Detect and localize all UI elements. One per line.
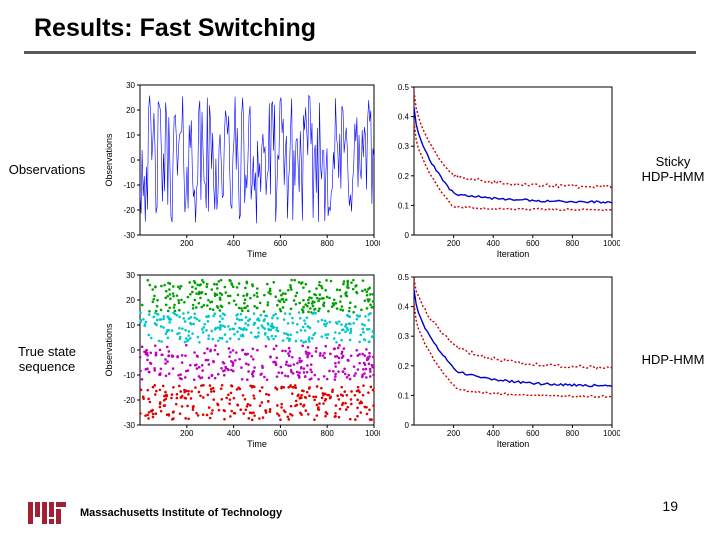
label-sticky: StickyHDP-HMM <box>620 154 720 184</box>
svg-text:800: 800 <box>566 429 580 438</box>
footer-institution: Massachusetts Institute of Technology <box>80 507 282 519</box>
svg-text:1000: 1000 <box>365 429 380 438</box>
chart-sticky-hdp-hmm: 200 400 600 800 1000 0 0.1 0.2 0.3 0.4 0.5 Iteratio… <box>380 79 620 259</box>
svg-text:400: 400 <box>227 239 241 248</box>
svg-text:20: 20 <box>126 296 135 305</box>
svg-text:-30: -30 <box>123 421 135 430</box>
svg-text:Iteration: Iteration <box>497 249 530 259</box>
svg-text:0.4: 0.4 <box>398 303 410 312</box>
svg-text:0.1: 0.1 <box>398 391 410 400</box>
svg-text:1000: 1000 <box>603 429 620 438</box>
chart-hdp-hmm: 200 400 600 800 1000 0 0.1 0.2 0.3 0.4 0.5 Iteratio… <box>380 269 620 449</box>
svg-text:200: 200 <box>180 239 194 248</box>
svg-text:-30: -30 <box>123 231 135 240</box>
page-number: 19 <box>662 498 678 514</box>
svg-text:Observations: Observations <box>104 323 114 377</box>
svg-text:600: 600 <box>274 429 288 438</box>
svg-text:0.1: 0.1 <box>398 201 410 210</box>
svg-text:0.2: 0.2 <box>398 172 410 181</box>
svg-text:-10: -10 <box>123 181 135 190</box>
svg-text:30: 30 <box>126 81 135 90</box>
slide-title: Results: Fast Switching <box>34 14 720 43</box>
chart-true-state: 200 400 600 800 1000 -30 -20 -10 0 10 20 30 Time Obse… <box>100 269 380 449</box>
svg-text:30: 30 <box>126 271 135 280</box>
svg-text:Iteration: Iteration <box>497 439 530 449</box>
svg-text:0: 0 <box>131 346 136 355</box>
svg-text:600: 600 <box>526 239 540 248</box>
svg-text:-10: -10 <box>123 371 135 380</box>
svg-text:0: 0 <box>405 421 410 430</box>
chart-grid: Observations 2004006008001000-30-20-1001… <box>0 74 720 454</box>
svg-text:400: 400 <box>487 239 501 248</box>
svg-text:10: 10 <box>126 131 135 140</box>
label-true-state: True statesequence <box>0 344 100 374</box>
svg-text:800: 800 <box>566 239 580 248</box>
svg-text:0: 0 <box>131 156 136 165</box>
svg-text:Time: Time <box>247 249 267 259</box>
svg-text:200: 200 <box>180 429 194 438</box>
label-hdp: HDP-HMM <box>620 352 720 367</box>
svg-text:0.3: 0.3 <box>398 332 410 341</box>
svg-text:0.5: 0.5 <box>398 273 410 282</box>
chart-observations: 200 400 600 800 1000 -30 -20 -10 0 10 20 30 Time Obse… <box>100 79 380 259</box>
svg-text:Time: Time <box>247 439 267 449</box>
svg-text:0.4: 0.4 <box>398 113 410 122</box>
svg-text:800: 800 <box>321 429 335 438</box>
svg-text:Observations: Observations <box>104 133 114 187</box>
mit-logo-icon <box>28 502 70 524</box>
svg-text:0.3: 0.3 <box>398 142 410 151</box>
svg-text:1000: 1000 <box>603 239 620 248</box>
svg-text:0.5: 0.5 <box>398 83 410 92</box>
svg-text:400: 400 <box>487 429 501 438</box>
label-observations: Observations <box>0 162 100 177</box>
svg-text:0.2: 0.2 <box>398 362 410 371</box>
svg-text:1000: 1000 <box>365 239 380 248</box>
svg-text:0: 0 <box>405 231 410 240</box>
svg-text:-20: -20 <box>123 206 135 215</box>
svg-text:400: 400 <box>227 429 241 438</box>
svg-text:20: 20 <box>126 106 135 115</box>
svg-text:-20: -20 <box>123 396 135 405</box>
title-divider <box>24 51 696 54</box>
svg-text:10: 10 <box>126 321 135 330</box>
svg-text:200: 200 <box>447 429 461 438</box>
footer: Massachusetts Institute of Technology <box>28 502 282 524</box>
svg-text:600: 600 <box>526 429 540 438</box>
svg-text:600: 600 <box>274 239 288 248</box>
svg-text:800: 800 <box>321 239 335 248</box>
svg-text:200: 200 <box>447 239 461 248</box>
